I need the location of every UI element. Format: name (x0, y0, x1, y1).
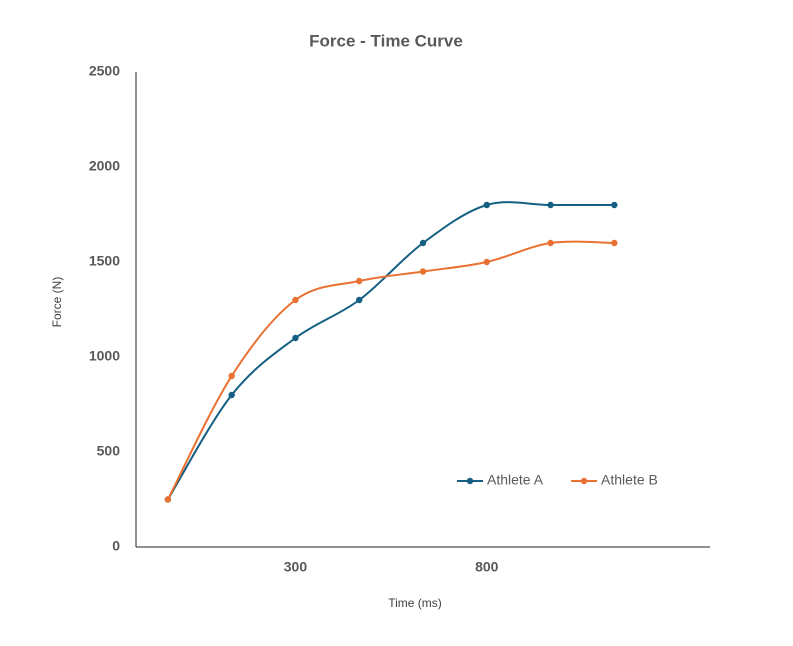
data-point (547, 201, 554, 209)
data-point (611, 201, 618, 209)
data-point (483, 201, 490, 209)
x-tick-label: 300 (284, 559, 308, 575)
data-point (356, 277, 363, 285)
data-point (292, 334, 299, 342)
y-tick-label: 0 (112, 538, 120, 554)
y-axis-label: Force (N) (50, 277, 64, 328)
data-point (483, 258, 490, 266)
x-tick-label: 800 (475, 559, 499, 575)
legend-label: Athlete B (601, 472, 658, 488)
legend-label: Athlete A (487, 472, 544, 488)
data-point (228, 372, 235, 380)
legend-marker (580, 477, 588, 485)
chart-title: Force - Time Curve (309, 31, 463, 50)
legend-marker (466, 477, 474, 485)
data-point (356, 296, 363, 304)
y-tick-label: 2500 (89, 63, 120, 79)
data-point (547, 239, 554, 247)
y-tick-label: 1000 (89, 348, 120, 364)
data-point (164, 496, 172, 503)
x-axis-label: Time (ms) (388, 596, 442, 610)
y-tick-label: 1500 (89, 253, 120, 269)
y-tick-label: 500 (97, 443, 121, 459)
data-point (228, 391, 235, 399)
data-point (419, 268, 427, 275)
data-point (292, 296, 299, 304)
data-point (419, 239, 427, 247)
y-tick-label: 2000 (89, 158, 120, 174)
data-point (611, 239, 618, 247)
